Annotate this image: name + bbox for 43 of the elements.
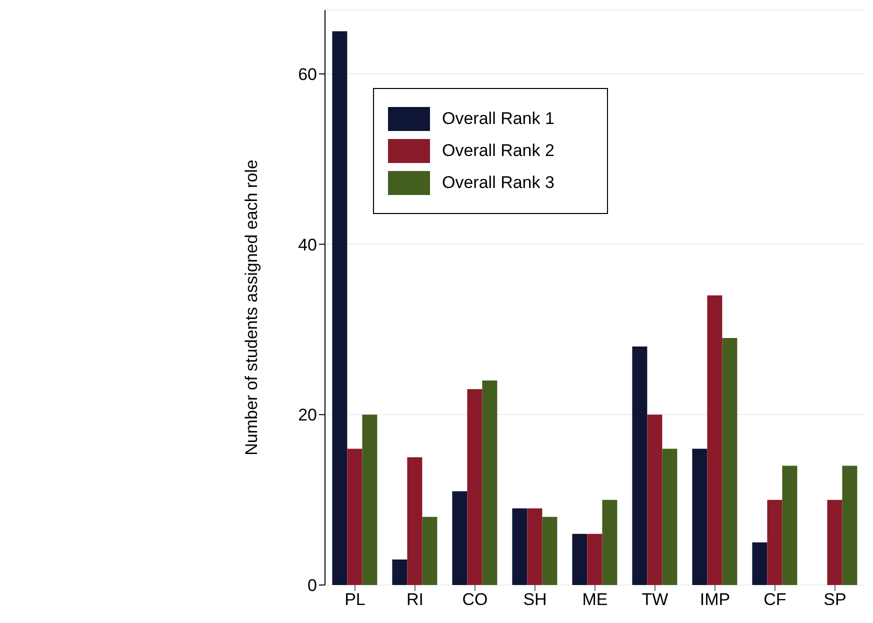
x-tick-label: CO bbox=[462, 590, 488, 610]
x-tick-label: RI bbox=[406, 590, 424, 610]
bar bbox=[722, 338, 738, 585]
bar bbox=[827, 500, 842, 585]
legend-label: Overall Rank 1 bbox=[442, 109, 554, 129]
bar bbox=[527, 508, 542, 585]
bar bbox=[647, 414, 662, 585]
x-tick-label: PL bbox=[344, 590, 366, 610]
y-tick-label: 40 bbox=[298, 235, 317, 254]
x-tick-label: IMP bbox=[700, 590, 730, 610]
y-axis-title: Number of students assigned each role bbox=[242, 160, 262, 456]
x-tick-label: TW bbox=[642, 590, 668, 610]
bar bbox=[782, 466, 798, 585]
bar bbox=[512, 508, 528, 585]
bar bbox=[482, 380, 498, 585]
bar bbox=[347, 448, 362, 585]
bar bbox=[572, 534, 588, 585]
bar bbox=[842, 466, 858, 585]
bar bbox=[392, 559, 408, 585]
y-tick-label: 20 bbox=[298, 406, 317, 425]
bar bbox=[362, 414, 378, 585]
bar bbox=[632, 346, 648, 585]
legend-label: Overall Rank 2 bbox=[442, 141, 554, 161]
y-tick-label: 0 bbox=[308, 576, 317, 596]
bar bbox=[332, 31, 348, 585]
x-tick-label: SH bbox=[523, 590, 547, 610]
bar bbox=[662, 448, 678, 585]
x-tick-label: CF bbox=[764, 590, 786, 610]
bar bbox=[752, 542, 768, 585]
x-tick-label: ME bbox=[582, 590, 608, 610]
bar bbox=[407, 457, 422, 585]
x-tick-label: SP bbox=[824, 590, 846, 610]
bar bbox=[587, 534, 602, 585]
bar bbox=[767, 500, 782, 585]
bar bbox=[707, 295, 722, 585]
y-tick-label: 60 bbox=[298, 64, 317, 84]
legend-label: Overall Rank 3 bbox=[442, 173, 554, 193]
bar bbox=[692, 448, 708, 585]
bar bbox=[602, 500, 618, 585]
bar bbox=[467, 389, 482, 585]
bar bbox=[452, 491, 468, 585]
bar bbox=[422, 516, 438, 585]
bar bbox=[542, 516, 558, 585]
